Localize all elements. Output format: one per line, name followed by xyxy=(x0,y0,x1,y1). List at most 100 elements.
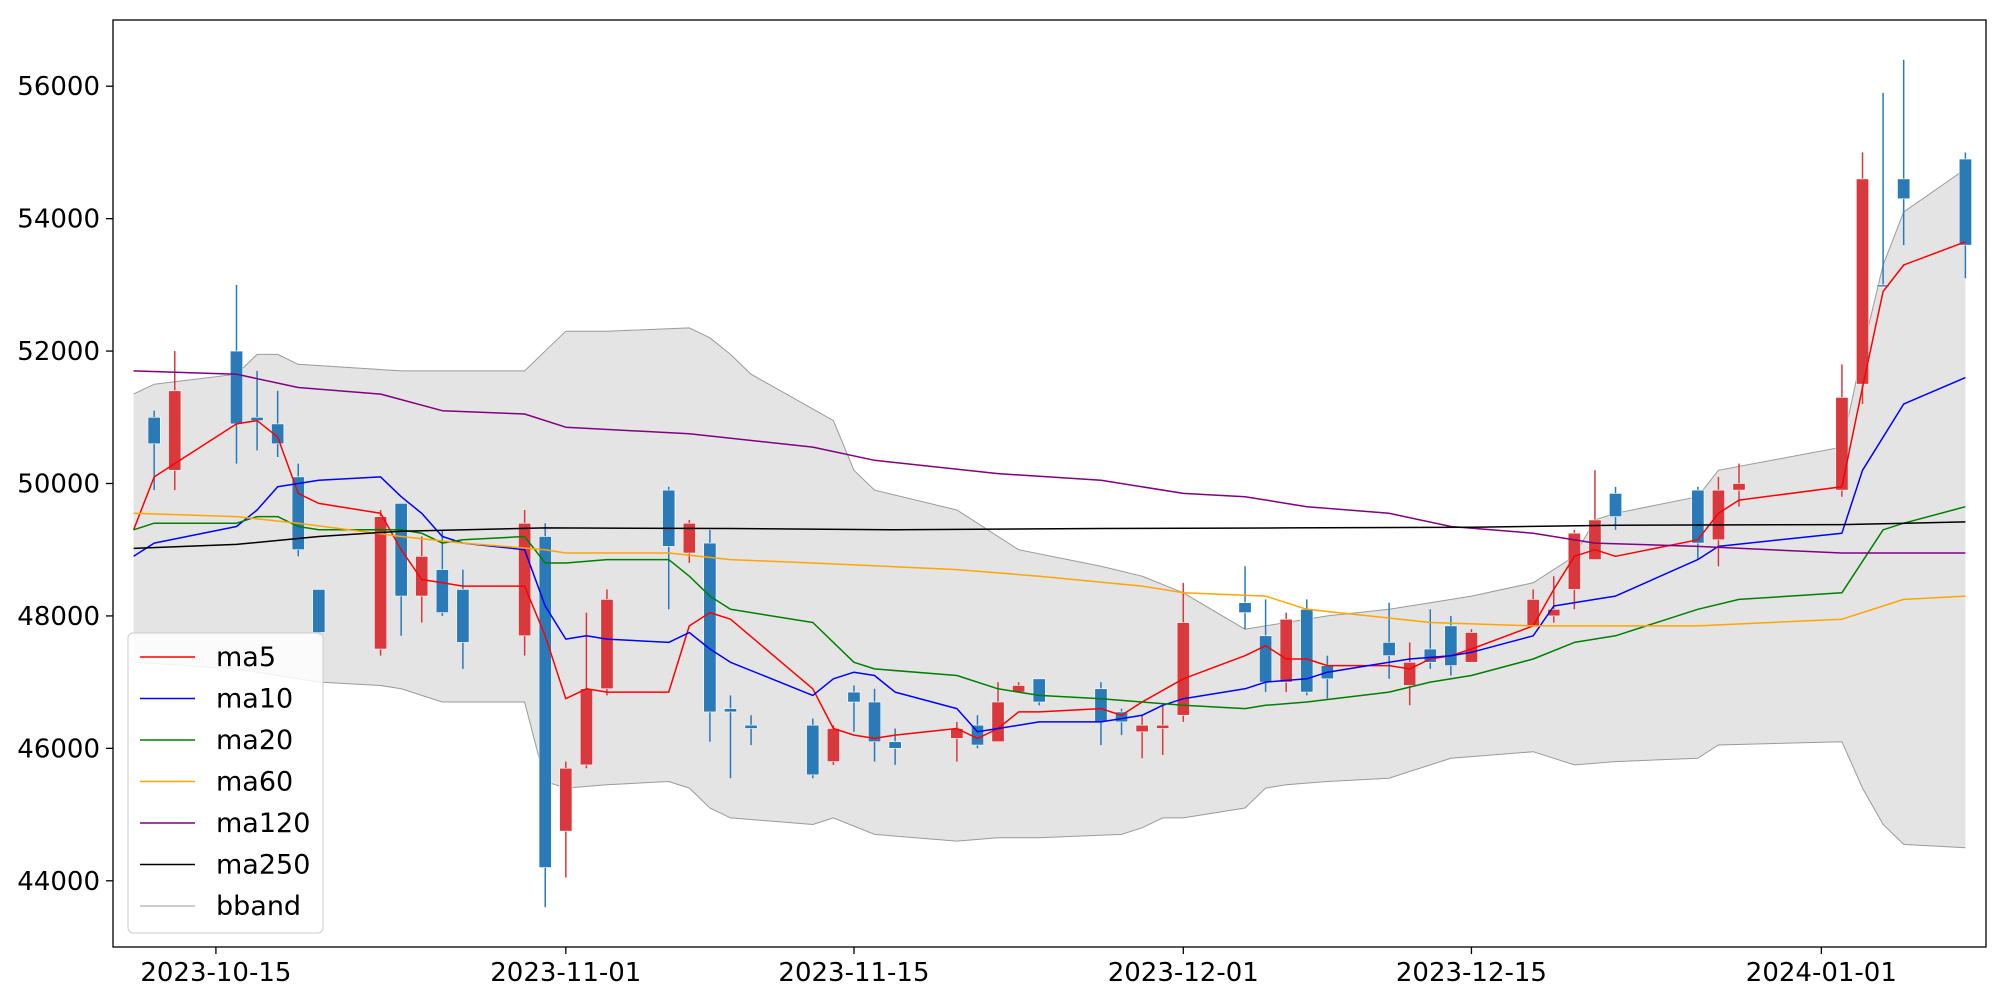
y-tick-label: 46000 xyxy=(17,734,100,764)
series-layer xyxy=(132,241,1966,740)
y-tick-label: 48000 xyxy=(17,602,100,632)
candle-body xyxy=(538,536,552,868)
candle-body xyxy=(826,728,840,762)
legend-label: ma10 xyxy=(216,684,293,715)
legend-item-ma120: ma120 xyxy=(140,808,310,839)
candle xyxy=(600,589,614,696)
candle xyxy=(744,715,758,746)
candle-body xyxy=(888,741,902,749)
bband-layer xyxy=(133,168,1966,849)
candle-body xyxy=(1135,724,1149,733)
candle-body xyxy=(1567,532,1581,590)
candle-body xyxy=(168,390,182,471)
candle xyxy=(1279,612,1293,693)
candle-body xyxy=(1711,489,1725,541)
legend-box xyxy=(127,632,324,934)
candle-body xyxy=(1609,493,1622,517)
candle xyxy=(1588,470,1602,560)
bband-fill xyxy=(133,169,1966,848)
y-tick-label: 56000 xyxy=(17,72,100,102)
candle-body xyxy=(1732,483,1746,491)
candle xyxy=(291,463,305,557)
series-line-ma120 xyxy=(133,370,1966,554)
candle-body xyxy=(1897,178,1911,200)
candle-body xyxy=(1588,519,1602,560)
candle xyxy=(991,682,1005,743)
candle xyxy=(1609,486,1622,530)
candle-body xyxy=(806,724,820,776)
candle-body xyxy=(1176,622,1190,716)
candle-body xyxy=(868,701,882,743)
candle xyxy=(847,685,861,732)
candle-body xyxy=(970,724,984,746)
candle-body xyxy=(723,708,737,713)
y-tick-label: 54000 xyxy=(17,205,100,235)
candle-body xyxy=(847,691,861,703)
legend-label: ma60 xyxy=(216,767,293,798)
legend-item-ma250: ma250 xyxy=(140,850,310,881)
x-tick-label: 2023-12-01 xyxy=(1108,958,1259,988)
legend-item-ma20: ma20 xyxy=(140,725,293,756)
candle-body xyxy=(1547,609,1561,617)
candle xyxy=(1567,529,1581,610)
x-tick-label: 2023-10-15 xyxy=(140,958,291,988)
candle xyxy=(559,761,573,878)
candle-body xyxy=(1691,489,1705,544)
candle xyxy=(1156,705,1170,755)
legend-label: ma5 xyxy=(216,642,276,673)
candle-body xyxy=(456,589,470,643)
candle-body xyxy=(1856,178,1869,385)
candle xyxy=(168,351,182,491)
x-tick-label: 2024-01-01 xyxy=(1746,958,1897,988)
candle xyxy=(1876,92,1890,288)
candle-body xyxy=(1835,397,1849,491)
bband-upper-line xyxy=(133,168,1966,630)
candle-layer xyxy=(147,59,1972,908)
candle xyxy=(1958,152,1972,279)
legend-item-ma10: ma10 xyxy=(140,684,293,715)
y-tick-label: 50000 xyxy=(17,470,100,500)
legend-item-ma60: ma60 xyxy=(140,767,293,798)
candle xyxy=(723,695,737,779)
legend-label: ma120 xyxy=(216,808,310,839)
candle-body xyxy=(1382,642,1396,656)
candle xyxy=(1897,59,1911,246)
legend: ma5 ma10 ma20 ma60 ma120 ma250 bband xyxy=(127,632,324,934)
candle-body xyxy=(662,489,676,547)
candle-body xyxy=(1279,618,1293,683)
legend-item-bband: bband xyxy=(140,891,301,922)
candle xyxy=(1691,486,1705,560)
series-line-ma10 xyxy=(133,376,1966,733)
candle-body xyxy=(1238,602,1252,613)
candle xyxy=(312,589,326,636)
series-line-ma60 xyxy=(133,512,1966,627)
candle-body xyxy=(1526,599,1540,627)
candle-body xyxy=(1876,284,1890,288)
candle xyxy=(1464,629,1478,663)
candle-body xyxy=(600,599,614,690)
candle xyxy=(435,529,449,616)
candle-body xyxy=(374,516,388,650)
candle xyxy=(271,390,285,458)
candle xyxy=(1711,476,1725,567)
candle-body xyxy=(744,724,758,729)
candle-body xyxy=(559,767,573,832)
candle xyxy=(1835,364,1849,497)
candle xyxy=(1135,715,1149,759)
y-tick-label: 44000 xyxy=(17,867,100,897)
candle-body xyxy=(1259,635,1273,683)
series-line-ma250 xyxy=(133,521,1966,550)
candle-body xyxy=(1156,724,1170,729)
candle-body xyxy=(312,589,326,633)
candle xyxy=(868,688,882,762)
candle xyxy=(538,523,552,908)
legend-label: bband xyxy=(216,891,301,922)
legend-label: ma20 xyxy=(216,725,293,756)
bband-lower-line xyxy=(133,661,1966,849)
candle-body xyxy=(682,522,696,554)
candle xyxy=(806,718,820,779)
candle xyxy=(1856,152,1869,405)
candle-body xyxy=(147,416,161,445)
x-tick-label: 2023-11-01 xyxy=(490,958,641,988)
candle-body xyxy=(1444,625,1458,666)
